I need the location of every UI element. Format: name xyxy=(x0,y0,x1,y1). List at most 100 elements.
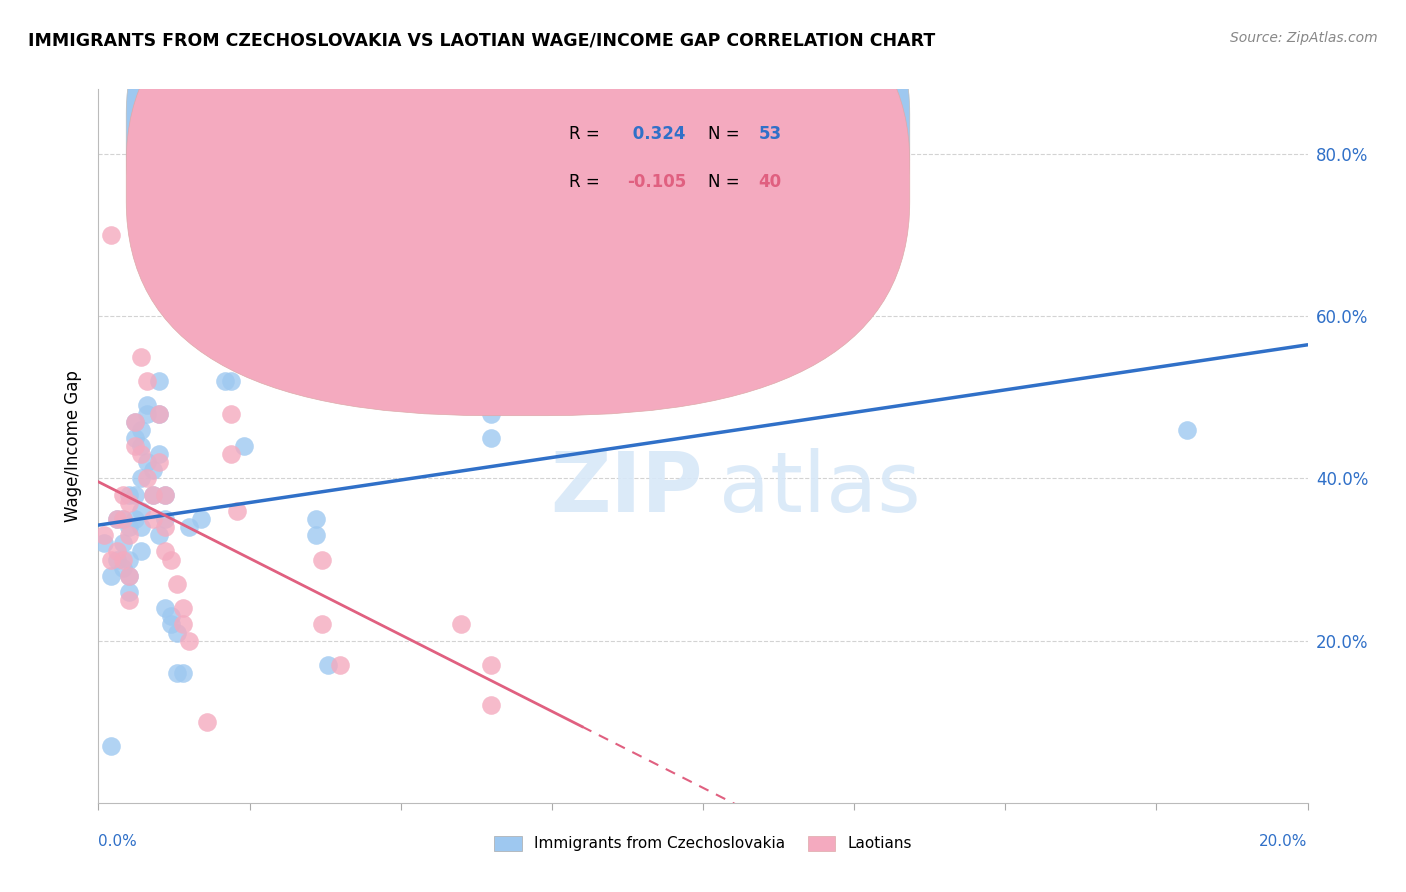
Point xyxy=(105,544,128,558)
Point xyxy=(129,447,152,461)
Point xyxy=(129,544,152,558)
Point xyxy=(105,512,128,526)
Point xyxy=(481,431,503,445)
Point xyxy=(166,625,188,640)
Point xyxy=(124,431,146,445)
Text: 53: 53 xyxy=(759,125,782,143)
Text: IMMIGRANTS FROM CZECHOSLOVAKIA VS LAOTIAN WAGE/INCOME GAP CORRELATION CHART: IMMIGRANTS FROM CZECHOSLOVAKIA VS LAOTIA… xyxy=(28,31,935,49)
Point xyxy=(135,407,157,421)
Point xyxy=(124,439,146,453)
Point xyxy=(135,455,157,469)
Point xyxy=(305,528,328,542)
Point xyxy=(311,617,333,632)
Point xyxy=(153,488,176,502)
Text: R =: R = xyxy=(569,125,605,143)
Point xyxy=(129,504,152,518)
Point xyxy=(160,552,183,566)
Point xyxy=(166,666,188,681)
Point xyxy=(111,488,134,502)
Point xyxy=(432,366,454,380)
Point xyxy=(111,512,134,526)
Point xyxy=(481,698,503,713)
Point xyxy=(118,585,141,599)
Point xyxy=(153,544,176,558)
Point xyxy=(153,520,176,534)
FancyBboxPatch shape xyxy=(127,0,910,416)
Text: -0.105: -0.105 xyxy=(627,173,686,191)
Point xyxy=(179,633,201,648)
Point xyxy=(105,552,128,566)
Point xyxy=(142,512,165,526)
Point xyxy=(148,447,170,461)
Point xyxy=(195,714,218,729)
Y-axis label: Wage/Income Gap: Wage/Income Gap xyxy=(65,370,83,522)
Point xyxy=(111,512,134,526)
Text: 20.0%: 20.0% xyxy=(1260,834,1308,849)
Point xyxy=(118,496,141,510)
Point xyxy=(100,568,122,582)
Text: R =: R = xyxy=(569,173,605,191)
Point xyxy=(148,528,170,542)
Point xyxy=(160,609,183,624)
Text: atlas: atlas xyxy=(718,449,921,529)
Point xyxy=(111,552,134,566)
Point xyxy=(111,536,134,550)
Point xyxy=(179,520,201,534)
Point xyxy=(172,601,194,615)
Point xyxy=(105,512,128,526)
Point xyxy=(93,536,115,550)
Legend: Immigrants from Czechoslovakia, Laotians: Immigrants from Czechoslovakia, Laotians xyxy=(488,830,918,857)
Point xyxy=(481,407,503,421)
Text: 0.0%: 0.0% xyxy=(98,834,138,849)
Point xyxy=(118,552,141,566)
Point xyxy=(214,374,236,388)
Point xyxy=(118,593,141,607)
FancyBboxPatch shape xyxy=(127,0,910,368)
Point xyxy=(135,374,157,388)
Point xyxy=(118,528,141,542)
Point xyxy=(432,350,454,364)
Point xyxy=(305,512,328,526)
Point xyxy=(221,407,243,421)
Point xyxy=(1175,423,1198,437)
Point xyxy=(129,439,152,453)
Point xyxy=(232,439,254,453)
Text: Source: ZipAtlas.com: Source: ZipAtlas.com xyxy=(1230,31,1378,45)
Point xyxy=(142,488,165,502)
Point xyxy=(153,512,176,526)
Point xyxy=(190,512,212,526)
Point xyxy=(172,617,194,632)
Point xyxy=(316,657,339,672)
Point xyxy=(160,617,183,632)
Point xyxy=(129,520,152,534)
Point xyxy=(148,455,170,469)
Point xyxy=(329,657,352,672)
Point xyxy=(118,568,141,582)
Point xyxy=(148,407,170,421)
Text: N =: N = xyxy=(707,125,745,143)
Text: ZIP: ZIP xyxy=(551,449,703,529)
Point xyxy=(129,471,152,485)
Point xyxy=(172,666,194,681)
Point xyxy=(124,415,146,429)
Point xyxy=(124,488,146,502)
FancyBboxPatch shape xyxy=(461,103,818,221)
Point xyxy=(100,228,122,243)
Point xyxy=(221,447,243,461)
Point xyxy=(129,350,152,364)
Point xyxy=(221,374,243,388)
Point xyxy=(153,601,176,615)
Point xyxy=(166,577,188,591)
Point xyxy=(148,407,170,421)
Point xyxy=(111,560,134,574)
Point xyxy=(118,520,141,534)
Text: N =: N = xyxy=(707,173,745,191)
Point xyxy=(481,657,503,672)
Point xyxy=(129,423,152,437)
Point xyxy=(135,471,157,485)
Point xyxy=(124,415,146,429)
Point xyxy=(153,488,176,502)
Point xyxy=(148,374,170,388)
Point xyxy=(311,552,333,566)
Point xyxy=(118,488,141,502)
